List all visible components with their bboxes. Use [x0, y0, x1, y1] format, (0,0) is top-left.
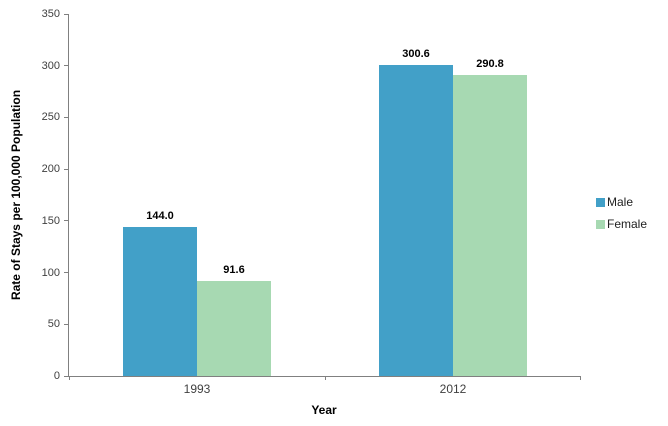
bar-male-2012	[379, 65, 453, 376]
y-axis-tick-label: 50	[47, 318, 60, 331]
y-axis-tick	[64, 65, 68, 67]
y-axis-tick	[64, 375, 68, 377]
y-axis-tick-label: 200	[41, 163, 60, 176]
bar-female-1993	[197, 281, 271, 376]
legend-swatch-male	[596, 198, 605, 207]
y-axis-tick	[64, 168, 68, 170]
data-label-female-1993: 91.6	[223, 264, 245, 277]
y-axis-tick-label: 150	[41, 214, 60, 227]
data-label-male-1993: 144.0	[146, 210, 174, 223]
data-label-male-2012: 300.6	[402, 48, 430, 61]
legend: Male Female	[596, 196, 647, 231]
y-axis-tick	[64, 220, 68, 222]
y-axis-tick	[64, 323, 68, 325]
y-axis-tick-label: 100	[41, 266, 60, 279]
x-axis-category-label: 1993	[183, 382, 211, 396]
x-axis-tick	[68, 376, 70, 380]
legend-label-female: Female	[607, 217, 648, 231]
y-axis-tick-label: 350	[41, 8, 60, 20]
legend-swatch-female	[596, 220, 605, 229]
bar-female-2012	[453, 75, 527, 376]
x-axis-title: Year	[311, 403, 337, 417]
legend-item-female: Female	[596, 218, 647, 231]
y-axis-title: Rate of Stays per 100,000 Population	[9, 89, 23, 301]
y-axis-tick-label: 300	[41, 59, 60, 72]
y-axis-tick-label: 250	[41, 111, 60, 124]
y-axis-tick-label: 0	[53, 370, 60, 382]
legend-label-male: Male	[607, 195, 634, 209]
y-axis-tick	[64, 272, 68, 274]
legend-item-male: Male	[596, 196, 647, 209]
plot-area: 0 50 100 150 200 250 300 350 144.0 91.6 1993 300.6 2…	[42, 8, 581, 396]
bar-male-1993	[123, 227, 197, 376]
y-axis-tick	[64, 116, 68, 118]
data-label-female-2012: 290.8	[476, 58, 504, 71]
y-axis-tick	[64, 13, 68, 15]
x-axis-category-label: 2012	[439, 382, 467, 396]
x-axis-tick	[324, 376, 326, 380]
x-axis-tick	[579, 376, 581, 380]
